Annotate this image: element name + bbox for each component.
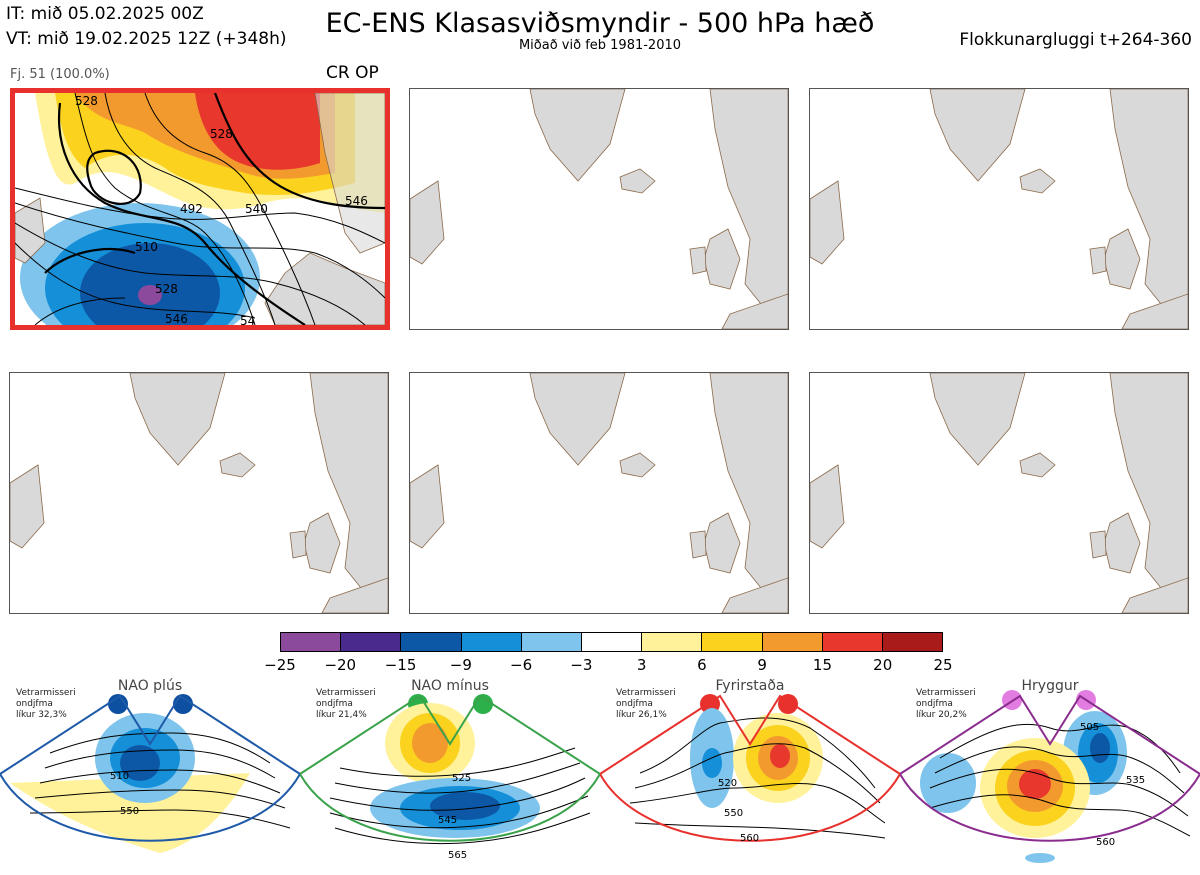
valid-time-label: VT: mið 19.02.2025 12Z (+348h)	[6, 29, 287, 49]
cluster-map-3[interactable]	[809, 88, 1189, 330]
contour-label: 535	[1126, 775, 1145, 786]
cluster-map-5[interactable]	[409, 372, 789, 614]
contour-label: 565	[448, 850, 467, 861]
contour-label: 550	[724, 808, 743, 819]
contour-label: 546	[345, 194, 368, 208]
contour-label: 510	[110, 771, 129, 782]
contour-label: 550	[120, 806, 139, 817]
colorbar-tick-label: 6	[697, 656, 707, 674]
colorbar-cell	[521, 633, 582, 651]
colorbar-cell	[281, 633, 342, 651]
contour-label: 520	[718, 778, 737, 789]
regime-nao-minus: NAO mínus Vetrarmisseri ondjfma líkur 21,4…	[298, 678, 602, 871]
colorbar-cell	[822, 633, 883, 651]
regime-stats: Vetrarmisseri ondjfma líkur 21,4%	[316, 688, 376, 720]
cluster-map-4[interactable]	[9, 372, 389, 614]
contour-label: 525	[452, 773, 471, 784]
colorbar-tick-label: −25	[264, 656, 296, 674]
regime-title: NAO plús	[117, 678, 183, 694]
colorbar-tick-label: −3	[570, 656, 593, 674]
contour-label: 528	[210, 127, 233, 141]
regime-map: 510 550	[0, 694, 302, 853]
regime-nao-plus: NAO plús Vetrarmisseri ondjfma líkur 32,3%…	[0, 678, 302, 871]
regime-frame	[898, 694, 1200, 842]
regime-map: 505 535 560	[898, 690, 1200, 863]
contour-label: 545	[438, 815, 457, 826]
colorbar-cell	[401, 633, 462, 651]
contour-label: 540	[245, 202, 268, 216]
classification-window-label: Flokkunargluggi t+264-360	[959, 30, 1192, 50]
regime-map: 520 550 560	[598, 694, 902, 844]
colorbar-tick-label: 25	[933, 656, 953, 674]
page-title: EC-ENS Klasasviðsmyndir - 500 hPa hæð	[325, 8, 875, 39]
colorbar-tick-label: −15	[384, 656, 417, 674]
basemap	[810, 373, 1188, 613]
contour-label: 510	[135, 240, 158, 254]
colorbar-tick-label: −20	[324, 656, 357, 674]
colorbar-tick-label: 15	[812, 656, 832, 674]
colorbar-cell	[702, 633, 763, 651]
colorbar-cell	[642, 633, 703, 651]
regime-ridge: Hryggur Vetrarmisseri ondjfma líkur 20,2% …	[898, 678, 1200, 871]
basemap	[410, 89, 788, 329]
regime-stats: Vetrarmisseri ondjfma líkur 32,3%	[16, 688, 76, 720]
contour-label: 505	[1080, 722, 1099, 733]
contour-label: 528	[75, 94, 98, 108]
contour-label: 492	[180, 202, 203, 216]
colorbar-tick-label: −6	[510, 656, 533, 674]
initial-time-label: IT: mið 05.02.2025 00Z	[6, 4, 204, 24]
anomaly-colorbar	[280, 632, 943, 652]
regime-frame	[598, 694, 902, 842]
cluster-map-1[interactable]: 528 528 492 540 546 510 528 546 54	[10, 88, 390, 330]
colorbar-cell	[461, 633, 522, 651]
colorbar-cell	[882, 633, 943, 651]
colorbar-cell	[581, 633, 643, 651]
cluster-map-6[interactable]	[809, 372, 1189, 614]
regime-frame	[0, 694, 302, 842]
basemap	[810, 89, 1188, 329]
basemap	[410, 373, 788, 613]
colorbar-cell	[341, 633, 402, 651]
regime-frame	[298, 694, 602, 842]
regime-title: Hryggur	[1021, 678, 1079, 694]
regime-map: 525 545 565	[298, 694, 602, 861]
contour-label: 54	[240, 314, 255, 325]
basemap	[10, 373, 388, 613]
colorbar-tick-label: −9	[449, 656, 472, 674]
contour-label: 546	[165, 312, 188, 325]
colorbar-tick-label: 20	[873, 656, 893, 674]
regime-blocking: Fyrirstaða Vetrarmisseri ondjfma líkur 26,…	[598, 678, 902, 871]
cluster-tag-label: CR OP	[326, 63, 379, 83]
contour-label: 560	[740, 833, 759, 844]
regime-title: Fyrirstaða	[715, 678, 785, 694]
colorbar-tick-label: 9	[757, 656, 767, 674]
contour-label: 528	[155, 282, 178, 296]
cluster-map-2[interactable]	[409, 88, 789, 330]
colorbar-tick-label: 3	[636, 656, 647, 674]
regime-stats: Vetrarmisseri ondjfma líkur 26,1%	[616, 688, 676, 720]
colorbar-cell	[762, 633, 823, 651]
page-subtitle: Miðað við feb 1981-2010	[518, 38, 682, 53]
contour-label: 560	[1096, 837, 1115, 848]
member-count-label: Fj. 51 (100.0%)	[10, 67, 110, 82]
regime-stats: Vetrarmisseri ondjfma líkur 20,2%	[916, 688, 976, 720]
regime-title: NAO mínus	[411, 678, 489, 694]
